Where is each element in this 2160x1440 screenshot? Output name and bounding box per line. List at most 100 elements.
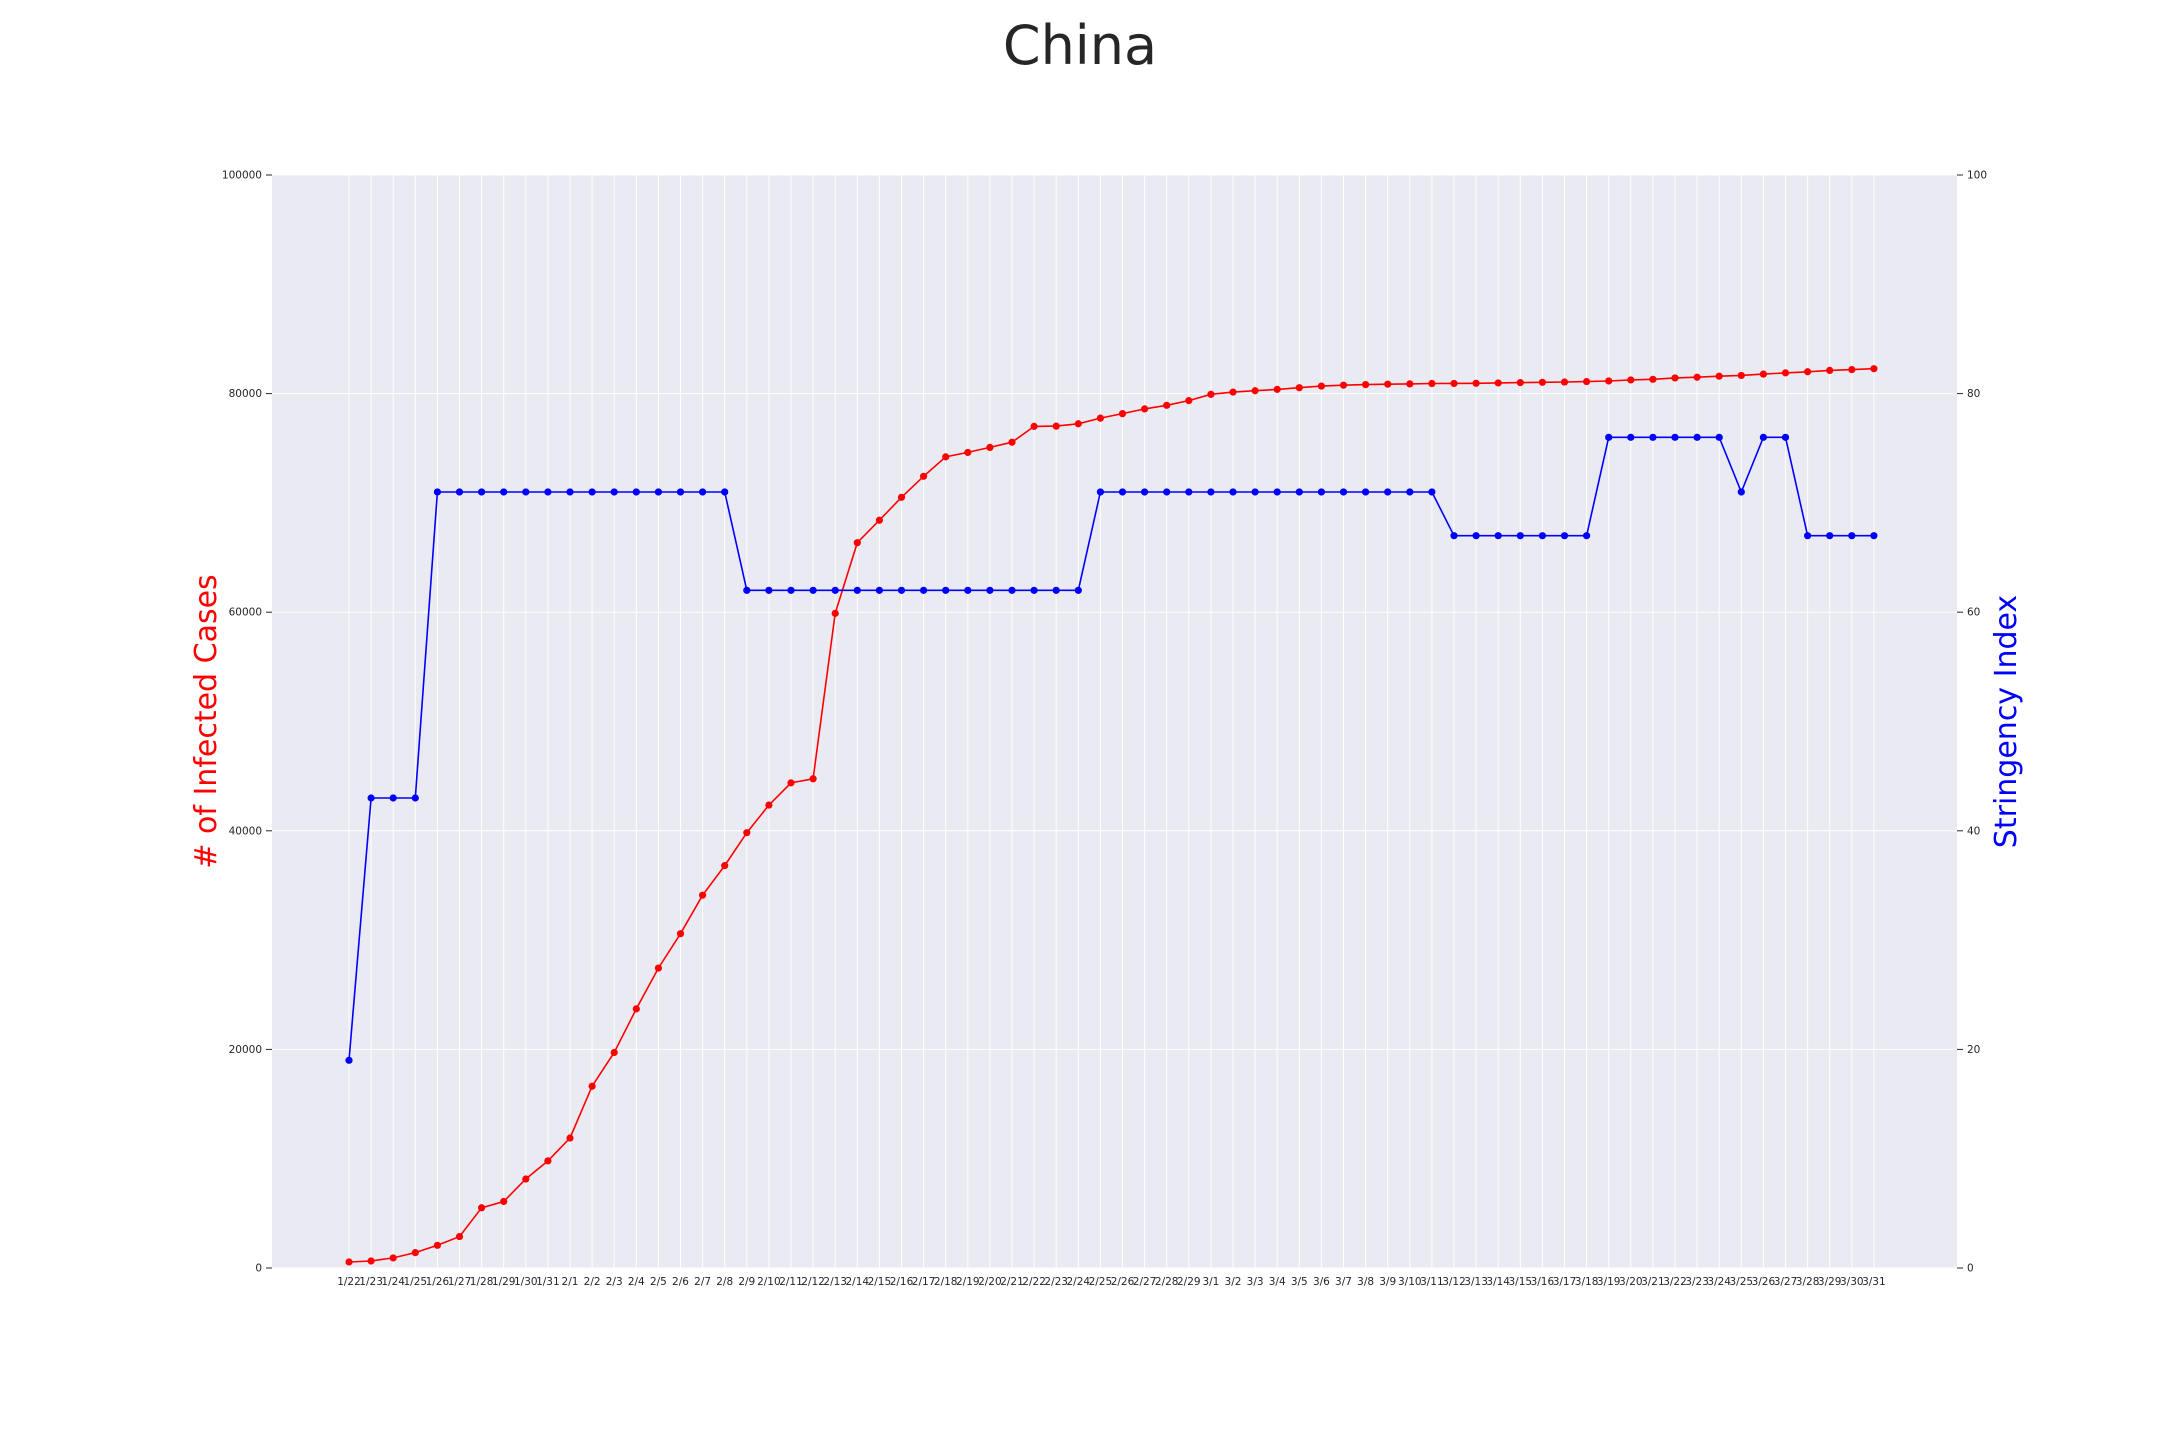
- x-tick-label: 3/2: [1225, 1276, 1242, 1288]
- data-point-left: [345, 1258, 353, 1266]
- data-point-left: [500, 1197, 508, 1206]
- data-point-left: [632, 1005, 640, 1013]
- data-point-right: [986, 586, 994, 594]
- data-point-right: [367, 794, 375, 802]
- data-point-left: [1583, 377, 1591, 386]
- data-point-left: [1052, 422, 1060, 430]
- data-point-left: [1472, 379, 1480, 387]
- data-point-left: [1737, 371, 1745, 380]
- data-point-left: [831, 609, 839, 617]
- data-point-right: [1163, 488, 1171, 496]
- data-point-left: [986, 443, 994, 452]
- x-tick-label: 2/6: [672, 1276, 689, 1288]
- data-point-left: [1450, 379, 1458, 388]
- data-point-left: [367, 1257, 375, 1265]
- x-tick-label: 1/28: [470, 1276, 494, 1288]
- x-tick-label: 3/12: [1442, 1276, 1466, 1288]
- x-tick-label: 1/31: [536, 1276, 560, 1288]
- data-point-right: [1605, 433, 1613, 441]
- x-tick-label: 2/23: [1044, 1276, 1068, 1288]
- data-point-right: [1649, 433, 1657, 441]
- data-point-right: [522, 488, 530, 496]
- data-point-right: [1295, 488, 1303, 496]
- x-tick-label: 2/22: [1022, 1276, 1046, 1288]
- data-point-left: [610, 1048, 618, 1057]
- x-tick-label: 2/11: [779, 1276, 803, 1288]
- data-point-left: [1074, 420, 1082, 428]
- data-point-left: [1428, 379, 1436, 388]
- data-point-left: [1848, 365, 1856, 374]
- data-point-left: [1317, 382, 1325, 390]
- x-tick-label: 2/19: [956, 1276, 980, 1288]
- data-point-right: [433, 488, 441, 496]
- x-tick-label: 2/2: [584, 1276, 601, 1288]
- data-point-left: [654, 964, 663, 972]
- data-point-right: [875, 586, 884, 594]
- y-left-axis-label: # of Infected Cases: [189, 574, 224, 868]
- data-point-left: [1715, 372, 1723, 380]
- x-tick-label: 2/26: [1111, 1276, 1135, 1288]
- x-tick-label: 2/28: [1155, 1276, 1179, 1288]
- data-point-right: [1317, 488, 1325, 496]
- data-point-right: [676, 488, 685, 496]
- x-tick-label: 2/27: [1133, 1276, 1157, 1288]
- data-point-left: [853, 539, 861, 547]
- x-tick-label: 1/30: [514, 1276, 538, 1288]
- x-tick-label: 3/27: [1774, 1276, 1798, 1288]
- x-tick-label: 3/25: [1730, 1276, 1754, 1288]
- data-point-right: [1870, 532, 1878, 540]
- data-point-left: [1030, 422, 1038, 430]
- x-tick-label: 3/26: [1752, 1276, 1776, 1288]
- data-point-left: [1649, 375, 1657, 383]
- data-point-left: [1516, 379, 1524, 387]
- data-point-left: [1384, 380, 1392, 388]
- data-point-left: [1560, 378, 1569, 386]
- y-left-tick-label: 20000: [229, 1044, 262, 1056]
- x-tick-label: 3/20: [1619, 1276, 1643, 1288]
- data-point-right: [1251, 488, 1259, 496]
- x-tick-label: 3/19: [1597, 1276, 1621, 1288]
- data-point-right: [1759, 433, 1767, 441]
- data-point-right: [1384, 488, 1392, 496]
- x-tick-label: 1/23: [359, 1276, 383, 1288]
- data-point-right: [411, 794, 419, 802]
- data-point-right: [1406, 488, 1414, 496]
- data-point-left: [1163, 401, 1171, 409]
- x-tick-label: 3/22: [1663, 1276, 1687, 1288]
- data-point-left: [588, 1082, 596, 1090]
- data-point-left: [699, 891, 707, 899]
- y-right-tick-label: 20: [1967, 1044, 1980, 1056]
- x-tick-label: 2/24: [1067, 1276, 1091, 1288]
- data-point-left: [1251, 387, 1259, 395]
- data-point-right: [1339, 488, 1348, 496]
- series-line-right: [348, 436, 1874, 1061]
- data-point-right: [455, 488, 464, 496]
- x-tick-label: 3/16: [1531, 1276, 1555, 1288]
- y-left-tick-label: 100000: [222, 170, 262, 182]
- data-point-right: [1781, 433, 1790, 441]
- data-point-left: [455, 1232, 464, 1241]
- x-tick-label: 3/13: [1464, 1276, 1488, 1288]
- data-point-left: [1870, 365, 1878, 373]
- data-point-left: [1185, 397, 1193, 405]
- data-point-right: [1074, 586, 1082, 594]
- chart-title: China: [1002, 14, 1158, 77]
- x-tick-label: 1/24: [381, 1276, 405, 1288]
- data-point-left: [1118, 410, 1127, 418]
- data-point-left: [1671, 374, 1679, 382]
- data-point-right: [920, 586, 928, 594]
- data-point-right: [699, 488, 707, 496]
- data-point-right: [1560, 532, 1569, 540]
- data-point-left: [897, 493, 906, 501]
- x-tick-label: 2/15: [868, 1276, 892, 1288]
- data-point-left: [389, 1254, 397, 1262]
- data-point-left: [544, 1157, 552, 1165]
- data-point-right: [654, 488, 663, 496]
- y-right-tick-label: 0: [1967, 1263, 1974, 1275]
- x-tick-label: 3/29: [1818, 1276, 1842, 1288]
- x-tick-label: 3/21: [1641, 1276, 1665, 1288]
- x-tick-label: 1/29: [492, 1276, 516, 1288]
- data-point-right: [1826, 532, 1834, 540]
- data-point-left: [1229, 388, 1237, 396]
